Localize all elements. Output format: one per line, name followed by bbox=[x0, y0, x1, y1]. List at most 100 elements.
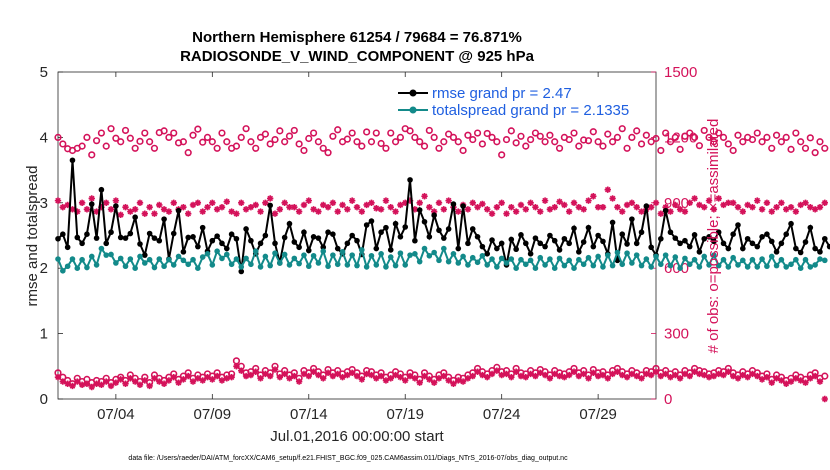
obs-possible-point bbox=[642, 131, 650, 139]
obs-possible-point bbox=[377, 139, 385, 148]
series-point bbox=[180, 249, 187, 255]
obs-possible-point bbox=[507, 127, 515, 135]
series-point bbox=[315, 260, 322, 266]
series-point bbox=[330, 231, 336, 237]
series-point bbox=[715, 229, 722, 236]
obs-possible-point bbox=[372, 129, 380, 137]
series-obs-5 bbox=[54, 363, 828, 403]
obs-possible-point bbox=[502, 135, 511, 144]
obs-assimilated-point bbox=[469, 199, 476, 206]
obs-possible-point bbox=[440, 138, 448, 146]
obs-assimilated-point bbox=[180, 203, 187, 211]
series-point bbox=[754, 264, 761, 270]
series-point bbox=[744, 235, 751, 242]
obs-assimilated-point bbox=[638, 208, 645, 215]
obs-assimilated-point bbox=[213, 206, 221, 213]
series-point bbox=[146, 230, 153, 237]
obs-assimilated-point bbox=[127, 375, 134, 382]
obs-assimilated-point bbox=[691, 368, 698, 375]
obs-possible-point bbox=[488, 133, 496, 141]
obs-assimilated-point bbox=[93, 380, 100, 387]
series-point bbox=[604, 252, 611, 258]
series-point bbox=[662, 252, 669, 258]
obs-possible-point bbox=[546, 131, 554, 139]
obs-assimilated-point bbox=[78, 199, 86, 206]
series-point bbox=[310, 252, 317, 259]
obs-assimilated-point bbox=[508, 374, 515, 381]
series-point bbox=[55, 235, 61, 242]
series-point bbox=[392, 220, 399, 227]
series-point bbox=[281, 234, 288, 241]
obs-assimilated-point bbox=[570, 368, 578, 375]
obs-possible-point bbox=[686, 129, 694, 137]
obs-assimilated-point bbox=[647, 203, 655, 211]
series-point bbox=[79, 256, 85, 263]
series-point bbox=[223, 251, 230, 258]
obs-possible-point bbox=[599, 142, 607, 150]
series-point bbox=[667, 229, 674, 236]
obs-assimilated-point bbox=[455, 377, 462, 384]
obs-possible-point bbox=[806, 134, 814, 142]
obs-possible-point bbox=[348, 129, 356, 137]
series-point bbox=[730, 231, 736, 237]
obs-assimilated-point bbox=[397, 374, 404, 381]
obs-assimilated-point bbox=[541, 197, 549, 204]
obs-assimilated-point bbox=[358, 376, 366, 383]
obs-possible-point bbox=[247, 138, 255, 146]
obs-assimilated-point bbox=[672, 201, 679, 209]
series-point bbox=[373, 262, 380, 268]
obs-assimilated-point bbox=[778, 199, 785, 206]
obs-assimilated-point bbox=[667, 374, 674, 381]
obs-possible-point bbox=[469, 135, 477, 144]
obs-assimilated-point bbox=[522, 374, 529, 381]
obs-assimilated-point bbox=[377, 372, 385, 380]
obs-assimilated-point bbox=[300, 201, 308, 209]
obs-possible-point bbox=[179, 138, 187, 146]
series-point bbox=[629, 216, 635, 222]
obs-possible-point bbox=[353, 138, 361, 146]
series-point bbox=[547, 232, 553, 239]
obs-assimilated-point bbox=[628, 199, 636, 206]
chart-title: Northern Hemisphere 61254 / 79684 = 76.8… bbox=[192, 29, 522, 46]
series-point bbox=[69, 157, 76, 164]
y2-tick-label: 300 bbox=[664, 326, 689, 343]
series-point bbox=[749, 256, 756, 263]
obs-assimilated-point bbox=[421, 372, 428, 380]
series-point bbox=[286, 220, 293, 227]
obs-assimilated-point bbox=[160, 206, 168, 213]
obs-assimilated-point bbox=[74, 208, 81, 215]
series-point bbox=[547, 256, 553, 262]
obs-assimilated-point bbox=[652, 368, 660, 375]
series-point bbox=[518, 256, 524, 263]
obs-possible-point bbox=[676, 145, 684, 153]
obs-assimilated-point bbox=[493, 203, 501, 211]
series-point bbox=[180, 257, 187, 264]
series-point bbox=[88, 253, 95, 260]
obs-possible-point bbox=[232, 142, 241, 150]
obs-assimilated-point bbox=[807, 203, 814, 211]
obs-assimilated-point bbox=[387, 375, 394, 382]
series-point bbox=[479, 243, 486, 250]
series-point bbox=[566, 257, 572, 264]
obs-assimilated-point bbox=[725, 368, 732, 375]
obs-possible-point bbox=[584, 137, 593, 145]
series-point bbox=[113, 203, 119, 209]
chart-subtitle: RADIOSONDE_V_WIND_COMPONENT @ 925 hPa bbox=[180, 48, 535, 65]
obs-assimilated-point bbox=[368, 199, 375, 206]
axis-ticks: 07/04 07/09 07/14 07/19 07/24 07/29 0 1 2 3 4 5 0 300… bbox=[40, 64, 698, 423]
obs-assimilated-point bbox=[474, 203, 481, 211]
obs-assimilated-point bbox=[657, 372, 665, 380]
series-point bbox=[426, 252, 433, 259]
series-point bbox=[460, 203, 466, 209]
obs-assimilated-point bbox=[271, 210, 279, 217]
obs-assimilated-point bbox=[320, 375, 327, 382]
series-point bbox=[788, 261, 794, 268]
obs-assimilated-point bbox=[170, 199, 177, 206]
obs-assimilated-point bbox=[54, 374, 62, 381]
series-point bbox=[305, 247, 312, 254]
series-point bbox=[238, 264, 245, 270]
obs-assimilated-point bbox=[503, 370, 510, 378]
series-point bbox=[691, 232, 698, 238]
series-line bbox=[57, 245, 826, 273]
series-point bbox=[402, 224, 409, 230]
